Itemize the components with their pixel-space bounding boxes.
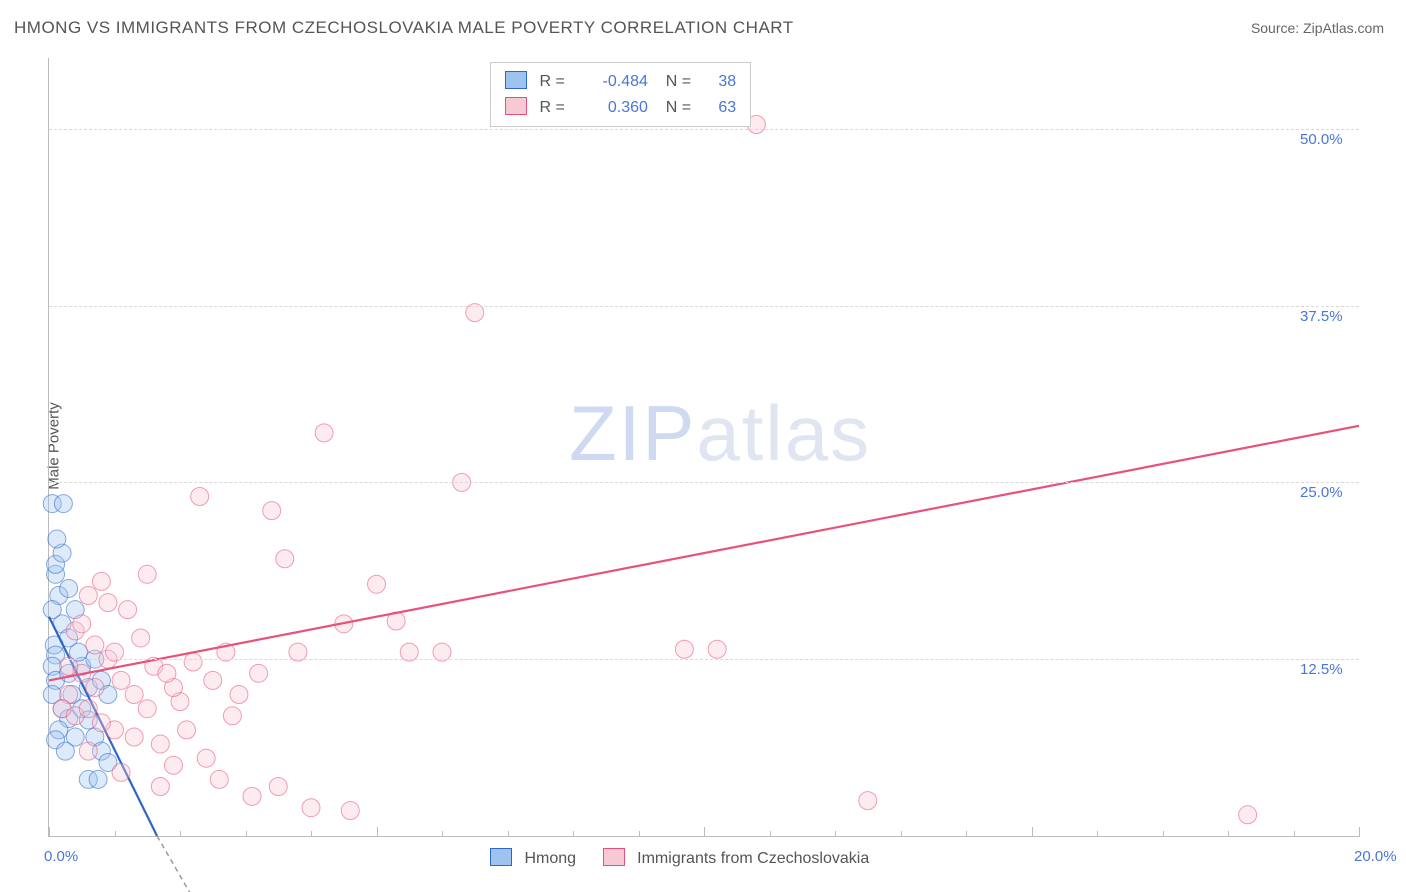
scatter-point: [230, 686, 248, 704]
scatter-point: [56, 742, 74, 760]
scatter-point: [79, 700, 97, 718]
scatter-point: [89, 770, 107, 788]
x-tick-label: 20.0%: [1354, 848, 1397, 865]
scatter-point: [859, 792, 877, 810]
scatter-point: [1239, 806, 1257, 824]
n-label: N =: [666, 95, 700, 121]
scatter-point: [54, 495, 72, 513]
scatter-point: [99, 594, 117, 612]
swatch-czech: [603, 848, 625, 866]
scatter-point: [276, 550, 294, 568]
scatter-point: [197, 749, 215, 767]
scatter-point: [204, 671, 222, 689]
source-attribution: Source: ZipAtlas.com: [1251, 20, 1384, 36]
scatter-point: [92, 572, 110, 590]
scatter-point: [79, 742, 97, 760]
scatter-point: [138, 565, 156, 583]
scatter-point: [164, 756, 182, 774]
scatter-point: [315, 424, 333, 442]
scatter-point: [708, 640, 726, 658]
scatter-point: [86, 636, 104, 654]
scatter-point: [73, 615, 91, 633]
scatter-point: [341, 802, 359, 820]
y-tick-label: 25.0%: [1300, 484, 1343, 501]
r-value-hmong: -0.484: [578, 69, 648, 95]
scatter-point: [119, 601, 137, 619]
scatter-point: [302, 799, 320, 817]
scatter-point: [368, 575, 386, 593]
r-value-czech: 0.360: [578, 95, 648, 121]
scatter-point: [86, 678, 104, 696]
scatter-point: [210, 770, 228, 788]
swatch-hmong: [505, 71, 527, 89]
scatter-point: [60, 579, 78, 597]
plot-svg: [49, 58, 1359, 836]
stats-row-czech: R = 0.360 N = 63: [505, 95, 736, 121]
plot-area: ZIPatlas: [48, 58, 1359, 837]
r-label: R =: [539, 95, 573, 121]
source-label: Source:: [1251, 20, 1303, 36]
swatch-hmong: [490, 848, 512, 866]
scatter-point: [158, 664, 176, 682]
source-name: ZipAtlas.com: [1303, 20, 1384, 36]
scatter-point: [43, 601, 61, 619]
y-tick-label: 12.5%: [1300, 661, 1343, 678]
scatter-point: [92, 714, 110, 732]
n-value-czech: 63: [704, 95, 736, 121]
scatter-point: [48, 530, 66, 548]
scatter-point: [132, 629, 150, 647]
scatter-point: [191, 488, 209, 506]
scatter-point: [223, 707, 241, 725]
scatter-point: [125, 728, 143, 746]
scatter-point: [112, 763, 130, 781]
scatter-point: [125, 686, 143, 704]
regression-line: [49, 426, 1359, 681]
scatter-point: [79, 587, 97, 605]
n-value-hmong: 38: [704, 69, 736, 95]
scatter-point: [243, 787, 261, 805]
scatter-point: [269, 777, 287, 795]
y-tick-label: 50.0%: [1300, 131, 1343, 148]
y-tick-label: 37.5%: [1300, 308, 1343, 325]
r-label: R =: [539, 69, 573, 95]
scatter-point: [151, 735, 169, 753]
swatch-czech: [505, 97, 527, 115]
stats-row-hmong: R = -0.484 N = 38: [505, 69, 736, 95]
scatter-point: [184, 653, 202, 671]
series-legend: Hmong Immigrants from Czechoslovakia: [490, 848, 869, 868]
scatter-point: [151, 777, 169, 795]
correlation-stats-legend: R = -0.484 N = 38 R = 0.360 N = 63: [490, 62, 751, 127]
scatter-point: [178, 721, 196, 739]
regression-line-extension: [157, 836, 206, 892]
scatter-point: [112, 671, 130, 689]
legend-label-hmong: Hmong: [524, 850, 576, 867]
scatter-point: [250, 664, 268, 682]
scatter-point: [263, 502, 281, 520]
legend-label-czech: Immigrants from Czechoslovakia: [637, 850, 869, 867]
scatter-point: [675, 640, 693, 658]
chart-title: HMONG VS IMMIGRANTS FROM CZECHOSLOVAKIA …: [14, 18, 794, 38]
x-tick-label: 0.0%: [44, 848, 78, 865]
n-label: N =: [666, 69, 700, 95]
scatter-point: [138, 700, 156, 718]
